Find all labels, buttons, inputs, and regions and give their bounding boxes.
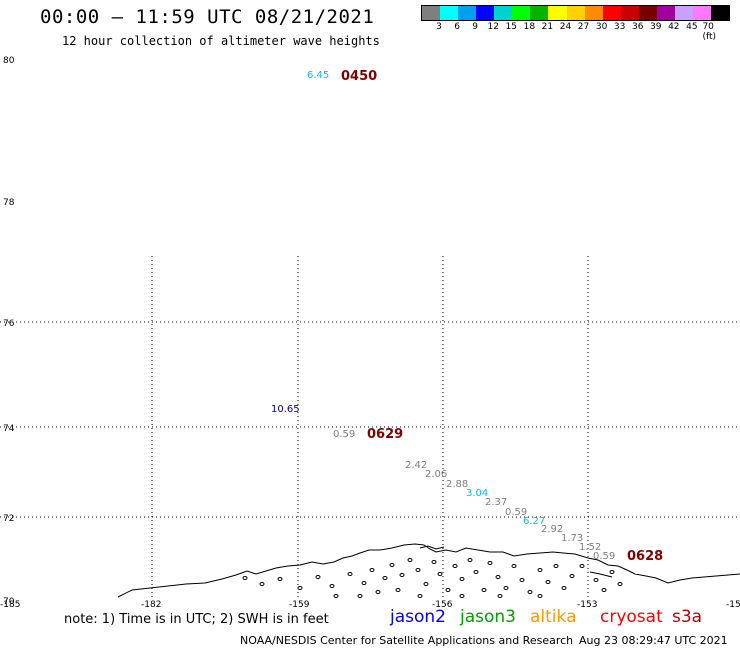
scale-label: 12 <box>487 22 499 32</box>
longitude-label: -150 <box>726 600 740 610</box>
scale-label: 70 (ft) <box>702 22 717 42</box>
scale-label: 6 <box>454 22 460 32</box>
wave-height-color-scale <box>421 5 730 21</box>
credit-line: NOAA/NESDIS Center for Satellite Applica… <box>240 634 574 647</box>
longitude-label: -185 <box>0 600 21 610</box>
scale-swatch <box>440 6 459 20</box>
pass-time-label: 0629 <box>367 427 404 442</box>
wave-height-value: 6.27 <box>523 516 546 527</box>
scale-label: 39 <box>650 22 662 32</box>
longitude-label: -182 <box>141 600 162 610</box>
wave-height-value: 2.06 <box>425 469 448 480</box>
scale-swatch <box>530 6 549 20</box>
wave-height-value: 2.92 <box>541 524 564 535</box>
wave-height-value: 0.59 <box>333 429 356 440</box>
pass-time-label: 0450 <box>341 69 378 84</box>
satellite-altika: altika <box>530 607 577 627</box>
scale-swatch <box>548 6 567 20</box>
scale-swatch <box>602 6 621 20</box>
scale-swatch <box>656 6 675 20</box>
longitude-label: -159 <box>289 600 310 610</box>
scale-label: 15 <box>505 22 518 32</box>
scale-swatch <box>458 6 477 20</box>
scale-label: 36 <box>631 22 644 32</box>
latitude-label: 78 <box>3 198 15 208</box>
wave-height-value: 0.59 <box>505 507 528 518</box>
longitude-label: -153 <box>577 600 598 610</box>
scale-swatch <box>711 6 730 20</box>
scale-swatch <box>692 6 711 20</box>
footer-note: note: 1) Time is in UTC; 2) SWH is in fe… <box>64 612 329 627</box>
scale-label: 24 <box>559 22 572 32</box>
scale-label: 30 <box>595 22 608 32</box>
scale-swatch <box>620 6 639 20</box>
latitude-label: 72 <box>3 514 15 524</box>
latitude-label: 80 <box>3 56 15 66</box>
scale-swatch <box>494 6 513 20</box>
lake-outlines <box>242 558 623 598</box>
scale-label: 3 <box>436 22 442 32</box>
wave-height-value: 1.52 <box>579 542 602 553</box>
scale-label: 33 <box>613 22 626 32</box>
scale-swatch <box>422 6 441 20</box>
graticule <box>0 256 740 598</box>
satellite-jason2: jason2 <box>390 607 446 627</box>
pass-time-label: 0628 <box>627 549 664 564</box>
longitude-label: -156 <box>432 600 453 610</box>
wave-height-value: 2.88 <box>446 479 469 490</box>
map-title: 00:00 – 11:59 UTC 08/21/2021 <box>40 6 375 28</box>
satellite-s3a: s3a <box>672 607 703 627</box>
latitude-label: 74 <box>3 424 15 434</box>
scale-label: 45 <box>686 22 698 32</box>
latitude-label: 70 <box>3 597 15 607</box>
scale-label: 18 <box>523 22 536 32</box>
scale-swatch <box>566 6 585 20</box>
wave-height-value: 6.45 <box>307 70 330 81</box>
scale-swatch <box>674 6 693 20</box>
latitude-label: 76 <box>3 319 15 329</box>
scale-label: 9 <box>472 22 479 32</box>
wave-height-value: 2.37 <box>485 497 508 508</box>
scale-swatch <box>512 6 531 20</box>
scale-swatch <box>584 6 603 20</box>
wave-height-value: 2.42 <box>405 460 428 471</box>
wave-height-value: 1.73 <box>561 533 584 544</box>
scale-label: 21 <box>541 22 554 32</box>
scale-label: 42 <box>668 22 680 32</box>
scale-swatch <box>638 6 657 20</box>
scale-swatch <box>476 6 495 20</box>
wave-height-value: 10.65 <box>271 404 300 415</box>
map-subtitle: 12 hour collection of altimeter wave hei… <box>62 34 380 48</box>
satellite-jason3: jason3 <box>460 607 516 627</box>
scale-label: 27 <box>577 22 590 32</box>
alaska-coastline <box>117 543 740 598</box>
satellite-cryosat: cryosat <box>600 607 663 627</box>
wave-height-value: 0.59 <box>593 551 616 562</box>
generation-timestamp: Aug 23 08:29:47 UTC 2021 <box>579 634 728 647</box>
wave-height-value: 3.04 <box>466 488 489 499</box>
